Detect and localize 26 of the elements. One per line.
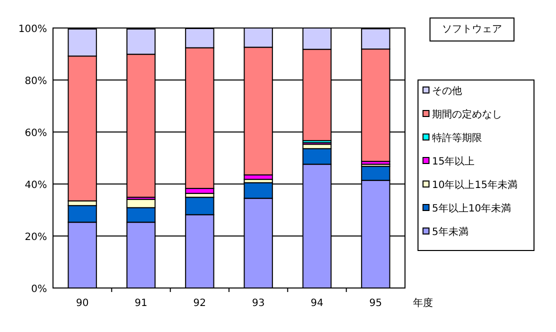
legend-label: 15年以上: [432, 156, 475, 168]
bar: [126, 207, 156, 223]
legend-label: 5年未満: [432, 226, 468, 238]
bar: [68, 205, 97, 223]
legend-label: 期間の定めなし: [432, 108, 502, 120]
legend-label: 特許等期限: [432, 132, 482, 144]
x-tick-label: 95: [369, 298, 382, 309]
y-tick-label: 40%: [24, 180, 47, 191]
x-tick-label: 91: [134, 298, 148, 309]
y-tick-label: 60%: [24, 128, 47, 139]
x-tick-label: 94: [310, 298, 324, 309]
x-tick-label: 93: [252, 298, 265, 309]
legend-label: その他: [432, 85, 462, 97]
bar: [185, 196, 214, 216]
legend-label: 10年以上15年未満: [432, 179, 518, 191]
x-tick-label: 92: [193, 298, 206, 309]
bar: [361, 166, 390, 181]
text: ソフトウェア: [442, 24, 502, 35]
x-tick-label: 90: [76, 298, 89, 309]
legend-label: 5年以上10年未満: [432, 202, 512, 214]
y-tick-label: 20%: [24, 232, 47, 243]
y-tick-label: 0%: [31, 284, 47, 295]
bar: [302, 148, 332, 165]
y-tick-label: 80%: [24, 76, 47, 87]
x-axis-title: 年度: [413, 297, 433, 309]
y-tick-label: 100%: [18, 24, 47, 35]
